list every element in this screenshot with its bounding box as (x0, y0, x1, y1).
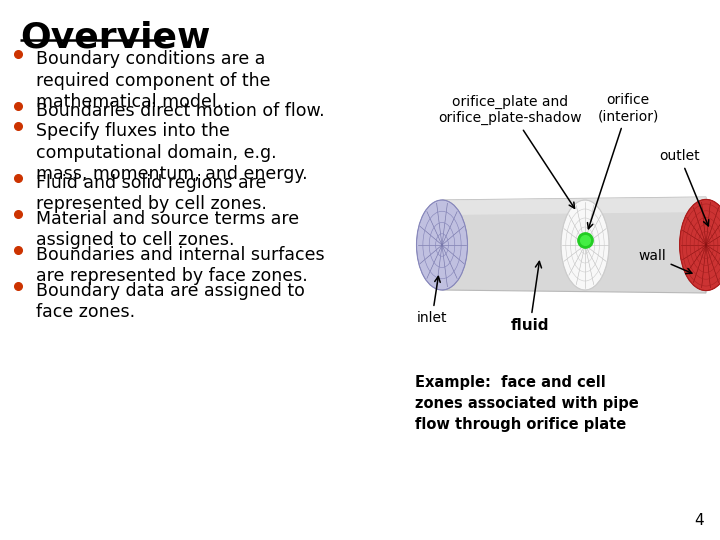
Text: Example:  face and cell
zones associated with pipe
flow through orifice plate: Example: face and cell zones associated … (415, 375, 639, 432)
Ellipse shape (416, 200, 467, 290)
Text: Boundary data are assigned to
face zones.: Boundary data are assigned to face zones… (36, 281, 305, 321)
Text: Specify fluxes into the
computational domain, e.g.
mass, momentum, and energy.: Specify fluxes into the computational do… (36, 122, 307, 183)
Text: inlet: inlet (417, 276, 447, 325)
Text: orifice
(interior): orifice (interior) (588, 93, 659, 229)
Text: outlet: outlet (660, 149, 708, 226)
Text: fluid: fluid (510, 261, 549, 333)
Text: Boundaries and internal surfaces
are represented by face zones.: Boundaries and internal surfaces are rep… (36, 246, 325, 285)
Text: Material and source terms are
assigned to cell zones.: Material and source terms are assigned t… (36, 210, 299, 249)
Polygon shape (442, 197, 706, 215)
Text: wall: wall (638, 249, 692, 274)
Text: Overview: Overview (20, 20, 210, 54)
Text: 4: 4 (694, 513, 704, 528)
Text: Boundary conditions are a
required component of the
mathematical model.: Boundary conditions are a required compo… (36, 50, 271, 111)
Text: orifice_plate and
orifice_plate-shadow: orifice_plate and orifice_plate-shadow (438, 94, 582, 208)
Text: Boundaries direct motion of flow.: Boundaries direct motion of flow. (36, 102, 325, 119)
Text: Fluid and solid regions are
represented by cell zones.: Fluid and solid regions are represented … (36, 173, 267, 213)
Ellipse shape (680, 199, 720, 291)
Polygon shape (442, 197, 706, 293)
Ellipse shape (561, 200, 609, 290)
